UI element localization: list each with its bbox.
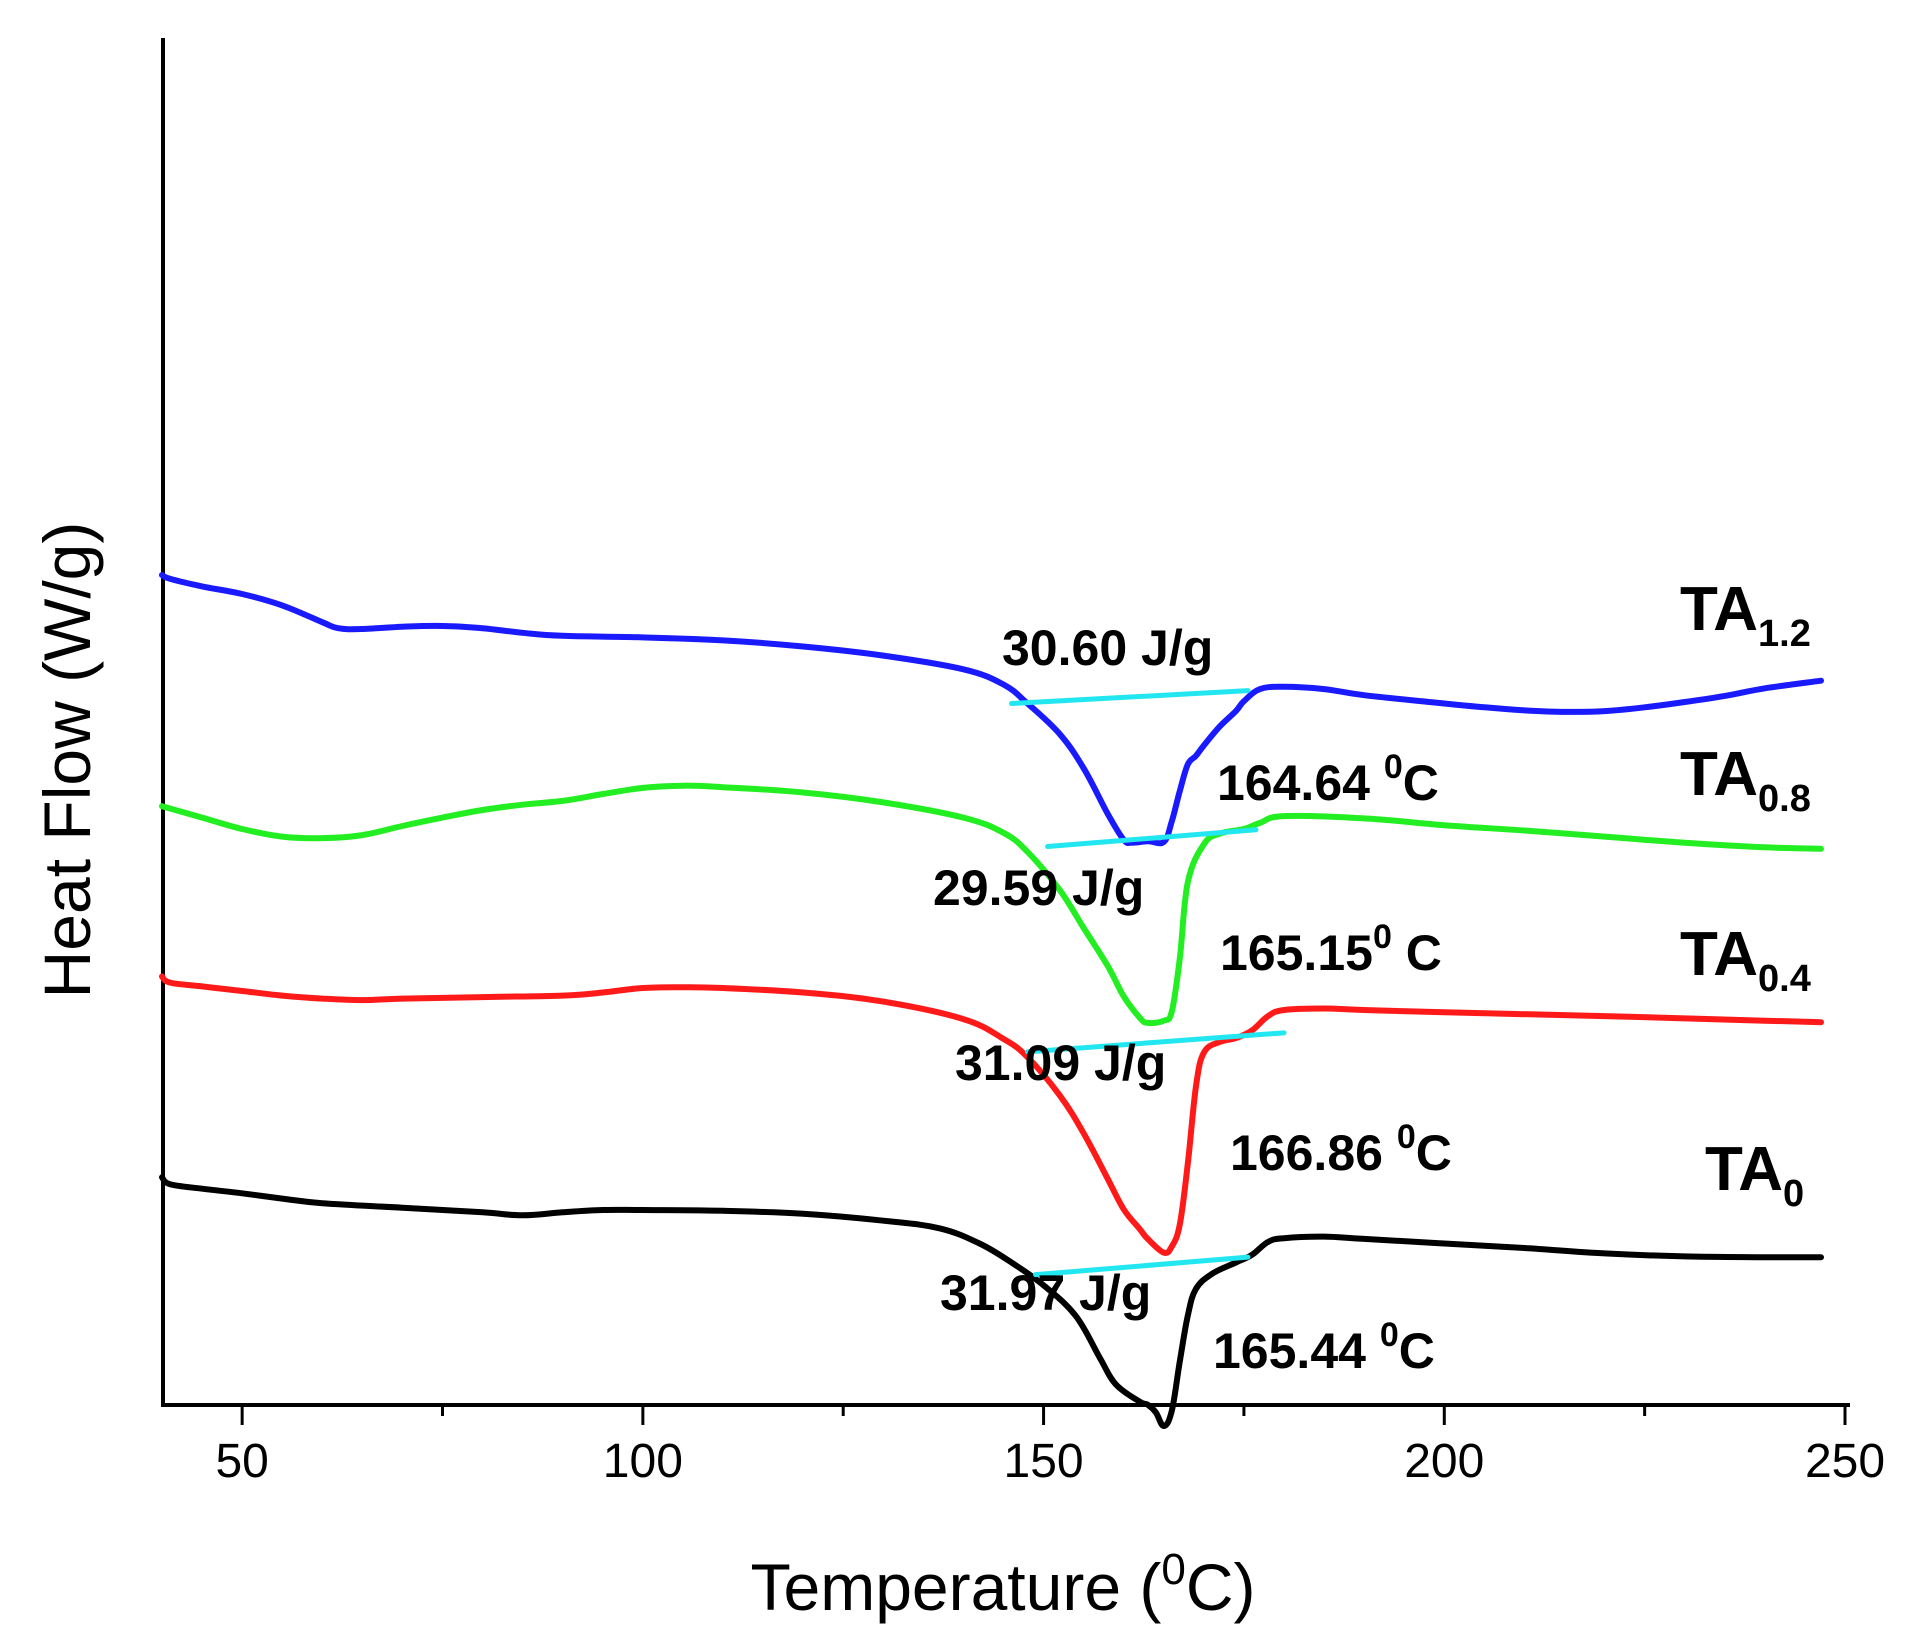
x-tick-label: 250	[1805, 1435, 1885, 1488]
x-tick-label: 150	[1004, 1435, 1084, 1488]
series-label-ta0-8: TA0.8	[1680, 740, 1811, 820]
series-label-ta1-2: TA1.2	[1680, 575, 1811, 655]
series-line-ta0-8	[159, 782, 1824, 1027]
enthalpy-label-ta0-4: 31.09 J/g	[955, 1035, 1166, 1091]
baselines	[1009, 688, 1287, 1278]
x-axis-ticks: 50 100 150 200 250	[215, 1405, 1885, 1488]
enthalpy-label-ta1-2: 30.60 J/g	[1002, 620, 1213, 676]
peak-label-ta1-2: 164.64 0C	[1217, 748, 1439, 811]
enthalpy-label-ta0: 31.97 J/g	[940, 1265, 1151, 1321]
x-tick-label: 50	[215, 1435, 268, 1488]
x-tick-label: 100	[603, 1435, 683, 1488]
peak-label-ta0: 165.44 0C	[1213, 1316, 1435, 1379]
plot-area	[159, 572, 1824, 1429]
x-tick-label: 200	[1404, 1435, 1484, 1488]
series-line-ta0	[159, 1174, 1824, 1429]
integration-baseline-ta0-4	[1025, 1030, 1287, 1055]
x-axis-title: Temperature (0C)	[751, 1545, 1256, 1624]
enthalpy-label-ta0-8: 29.59 J/g	[933, 860, 1144, 916]
integration-baseline-ta1-2	[1009, 688, 1251, 707]
series-label-ta0-4: TA0.4	[1680, 920, 1811, 1000]
series-line-ta1-2	[159, 572, 1824, 847]
peak-label-ta0-8: 165.150 C	[1220, 918, 1442, 981]
series-line-ta0-4	[159, 973, 1824, 1256]
y-axis-title: Heat Flow (W/g)	[30, 522, 104, 999]
peak-label-ta0-4: 166.86 0C	[1230, 1118, 1452, 1181]
series-label-ta0: TA0	[1705, 1135, 1804, 1215]
integration-baseline-ta0	[1033, 1254, 1251, 1278]
integration-baseline-ta0-8	[1045, 827, 1259, 849]
